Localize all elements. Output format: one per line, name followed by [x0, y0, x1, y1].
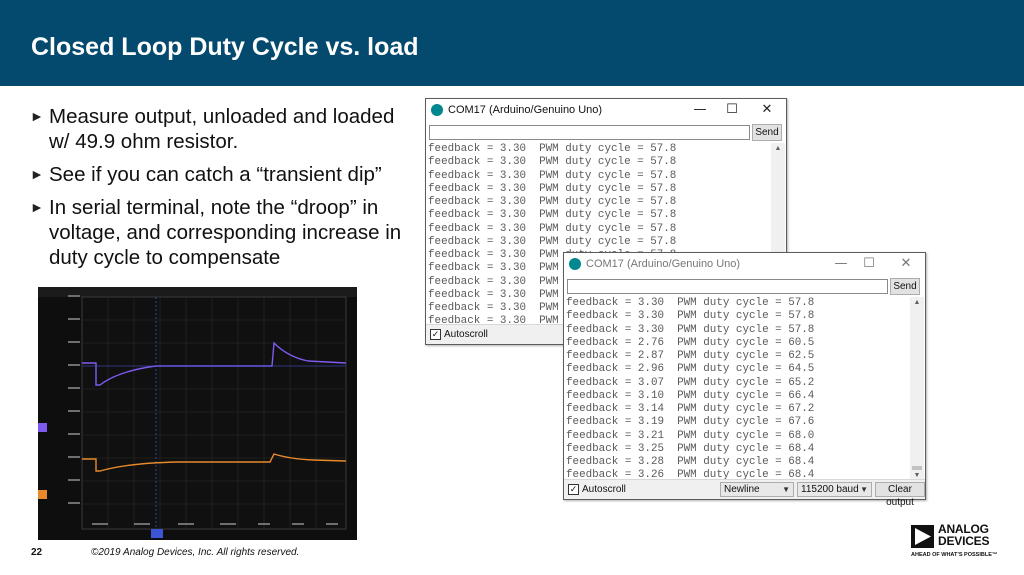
bullet-text: See if you can catch a “transient dip” — [49, 163, 382, 186]
serial-line: feedback = 3.30 PWM duty cycle = 57.8 — [566, 310, 815, 323]
slide-title: Closed Loop Duty Cycle vs. load — [31, 33, 419, 61]
bottom-bar: ✓ Autoscroll Newline ▼ 115200 baud ▼ Cle… — [564, 479, 925, 508]
scroll-down-icon[interactable]: ▼ — [913, 472, 921, 479]
scrollbar[interactable]: ▲ ▼ — [910, 297, 924, 482]
scroll-up-icon[interactable]: ▲ — [913, 299, 921, 306]
serial-line: feedback = 3.30 PWM duty cycle = 57.8 — [428, 182, 677, 195]
serial-line: feedback = 3.25 PWM duty cycle = 68.4 — [566, 442, 815, 455]
maximize-icon[interactable]: ☐ — [726, 102, 738, 117]
bullet-item: ► Measure output, unloaded and loaded w/… — [30, 104, 410, 154]
autoscroll-checkbox[interactable]: ✓ — [430, 329, 441, 340]
arduino-icon — [569, 258, 581, 270]
right-triangle-icon: ► — [30, 166, 44, 182]
bullet-item: ► See if you can catch a “transient dip” — [30, 162, 410, 187]
arduino-icon — [431, 104, 443, 116]
serial-line: feedback = 3.30 PWM duty cycle = 57.8 — [428, 143, 677, 155]
logo-name-line1: ANALOG — [938, 522, 989, 536]
serial-line: feedback = 3.30 PWM duty cycle = 57.8 — [428, 209, 677, 222]
serial-line: feedback = 3.30 PWM duty cycle = 57.8 — [428, 235, 677, 248]
serial-line: feedback = 2.96 PWM duty cycle = 64.5 — [566, 363, 815, 376]
send-input[interactable] — [429, 125, 750, 140]
serial-monitor-window-front: COM17 (Arduino/Genuino Uno) — ☐ ✕ Send f… — [563, 252, 926, 508]
bullet-item: ► In serial terminal, note the “droop” i… — [30, 195, 410, 270]
autoscroll-checkbox[interactable]: ✓ — [568, 484, 579, 495]
serial-line: feedback = 3.10 PWM duty cycle = 66.4 — [566, 389, 815, 402]
serial-line: feedback = 3.30 PWM duty cycle = 57.8 — [428, 196, 677, 208]
bullet-text: In serial terminal, note the “droop” in … — [49, 196, 402, 269]
chevron-down-icon: ▼ — [782, 485, 790, 494]
line-ending-select[interactable]: Newline ▼ — [720, 482, 794, 497]
close-icon[interactable]: ✕ — [900, 256, 912, 271]
serial-line: feedback = 3.30 PWM duty cycle = 57.8 — [566, 297, 815, 309]
right-triangle-icon: ► — [30, 108, 44, 124]
minimize-icon[interactable]: — — [693, 102, 707, 117]
serial-line: feedback = 3.14 PWM duty cycle = 67.2 — [566, 403, 815, 415]
right-triangle-icon: ► — [30, 199, 44, 215]
title-bar[interactable]: COM17 (Arduino/Genuino Uno) — ☐ ✕ — [564, 253, 925, 277]
serial-line: feedback = 2.87 PWM duty cycle = 62.5 — [566, 350, 815, 362]
send-button[interactable]: Send — [890, 278, 920, 295]
send-input[interactable] — [567, 279, 888, 294]
logo-name-line2: DEVICES — [938, 533, 990, 548]
minimize-icon[interactable]: — — [834, 256, 848, 271]
window-title: COM17 (Arduino/Genuino Uno) — [586, 258, 741, 270]
serial-line: feedback = 2.76 PWM duty cycle = 60.5 — [566, 336, 815, 349]
oscilloscope-trace-image — [38, 287, 357, 538]
copyright-text: ©2019 Analog Devices, Inc. All rights re… — [91, 547, 300, 558]
clear-output-button[interactable]: Clear output — [875, 482, 925, 508]
close-icon[interactable]: ✕ — [761, 102, 773, 117]
line-ending-value: Newline — [724, 484, 760, 495]
scroll-up-icon[interactable]: ▲ — [774, 145, 782, 152]
serial-line: feedback = 3.30 PWM duty cycle = 57.8 — [428, 156, 677, 169]
baud-rate-select[interactable]: 115200 baud ▼ — [797, 482, 872, 497]
analog-devices-logo: ANALOG DEVICES AHEAD OF WHAT’S POSSIBLE™ — [911, 523, 1016, 561]
baud-rate-value: 115200 baud — [801, 484, 859, 495]
serial-line: feedback = 3.30 PWM duty cycle = 57.8 — [566, 323, 815, 336]
serial-line: feedback = 3.30 PWM duty cycle = 57.8 — [428, 169, 677, 182]
logo-tagline: AHEAD OF WHAT’S POSSIBLE™ — [911, 552, 998, 558]
bullet-list: ► Measure output, unloaded and loaded w/… — [30, 104, 410, 278]
serial-line: feedback = 3.21 PWM duty cycle = 68.0 — [566, 429, 815, 442]
send-button[interactable]: Send — [752, 124, 782, 141]
maximize-icon[interactable]: ☐ — [863, 256, 875, 271]
serial-line: feedback = 3.30 PWM duty cycle = 57.8 — [428, 222, 677, 235]
title-bar[interactable]: COM17 (Arduino/Genuino Uno) — ☐ ✕ — [426, 99, 786, 123]
serial-line: feedback = 3.26 PWM duty cycle = 68.4 — [566, 469, 815, 482]
window-title: COM17 (Arduino/Genuino Uno) — [448, 104, 603, 116]
serial-line: feedback = 3.07 PWM duty cycle = 65.2 — [566, 376, 815, 389]
serial-output: feedback = 3.30 PWM duty cycle = 57.8 fee… — [566, 297, 910, 482]
oscilloscope-screenshot — [38, 287, 357, 540]
chevron-down-icon: ▼ — [860, 485, 868, 494]
logo-mark-icon — [911, 525, 934, 548]
scrollbar-thumb[interactable] — [912, 466, 922, 470]
page-number: 22 — [31, 547, 43, 558]
logo-name: ANALOG DEVICES — [938, 522, 990, 548]
serial-line: feedback = 3.19 PWM duty cycle = 67.6 — [566, 416, 815, 429]
autoscroll-label: Autoscroll — [444, 329, 488, 340]
bullet-text: Measure output, unloaded and loaded w/ 4… — [49, 105, 395, 153]
slide-header: Closed Loop Duty Cycle vs. load — [0, 0, 1024, 86]
serial-line: feedback = 3.28 PWM duty cycle = 68.4 — [566, 456, 815, 468]
autoscroll-label: Autoscroll — [582, 484, 626, 495]
